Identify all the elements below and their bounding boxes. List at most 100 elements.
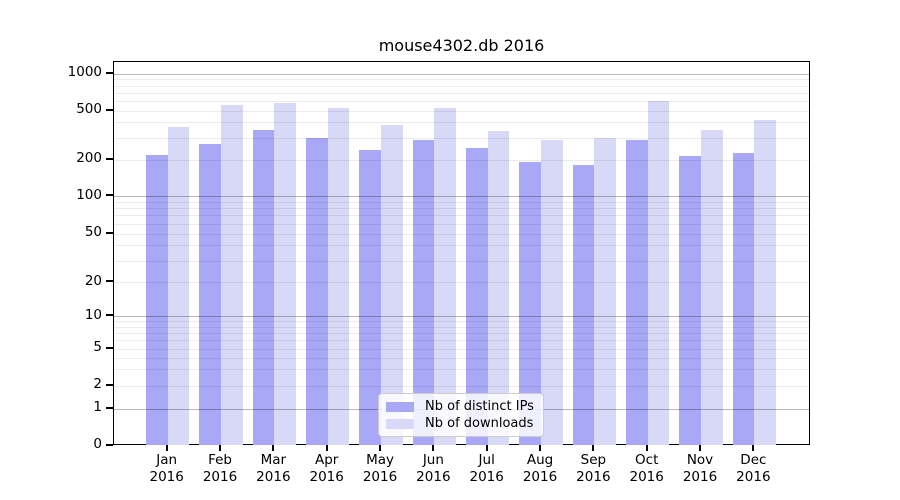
y-axis-tick xyxy=(106,71,113,74)
x-tick-year: 2016 xyxy=(202,468,238,485)
x-tick-year: 2016 xyxy=(469,468,504,485)
y-axis-tick xyxy=(106,406,113,409)
gridline-minor xyxy=(114,110,809,112)
gridline-minor xyxy=(114,79,809,81)
y-axis-tick xyxy=(106,314,113,316)
bar-distinct-ips-aug xyxy=(519,162,542,446)
gridline-minor xyxy=(114,100,809,102)
x-axis-tick xyxy=(592,444,595,451)
bar-distinct-ips-jul xyxy=(466,147,488,446)
bar-distinct-ips-jan xyxy=(146,154,168,446)
gridline-minor xyxy=(114,208,809,210)
y-axis-tick xyxy=(106,231,113,234)
y-axis-tick-label: 50 xyxy=(84,224,102,241)
gridline-minor xyxy=(114,332,809,334)
gridline-minor xyxy=(114,122,809,124)
x-tick-month: Jun xyxy=(422,452,444,468)
x-tick-year: 2016 xyxy=(416,468,451,485)
bar-downloads-may xyxy=(381,125,403,446)
gridline-minor xyxy=(114,223,809,225)
x-axis-tick xyxy=(539,444,542,451)
gridline-minor xyxy=(114,369,809,371)
legend-label-distinct-ips: Nb of distinct IPs xyxy=(425,399,534,414)
legend: Nb of distinct IPs Nb of downloads xyxy=(378,393,544,437)
x-tick-year: 2016 xyxy=(629,468,664,485)
x-axis-tick xyxy=(432,444,435,451)
x-tick-year: 2016 xyxy=(256,468,291,485)
bar-downloads-mar xyxy=(274,102,296,446)
bar-downloads-apr xyxy=(327,108,350,446)
legend-swatch-distinct-ips xyxy=(386,401,414,412)
x-axis-tick xyxy=(219,444,222,451)
x-axis-tick-label: Oct 2016 xyxy=(617,452,677,485)
bar-distinct-ips-dec xyxy=(732,153,755,446)
x-axis-tick-label: Feb 2016 xyxy=(190,452,250,485)
gridline-minor xyxy=(114,357,809,359)
bar-downloads-jan xyxy=(167,126,190,446)
x-tick-month: Oct xyxy=(635,452,659,468)
gridline-minor xyxy=(114,320,809,322)
x-axis-tick-label: Dec 2016 xyxy=(723,452,783,485)
y-axis-tick xyxy=(106,108,113,111)
bar-downloads-feb xyxy=(221,105,243,446)
y-axis-tick xyxy=(106,280,113,282)
bar-downloads-dec xyxy=(754,119,776,446)
gridline-minor xyxy=(114,260,809,262)
x-axis-tick-label: May 2016 xyxy=(350,452,410,485)
x-tick-month: Mar xyxy=(260,452,287,468)
x-tick-month: Nov xyxy=(686,452,714,468)
y-axis-tick-label: 100 xyxy=(76,186,102,203)
gridline-minor xyxy=(114,85,809,87)
x-tick-month: Jul xyxy=(478,452,495,468)
y-axis-tick-label: 5 xyxy=(93,339,102,356)
bar-distinct-ips-may xyxy=(359,149,382,446)
gridline-minor xyxy=(114,326,809,328)
y-axis-tick-label: 20 xyxy=(84,272,102,289)
y-axis-tick-label: 2 xyxy=(93,376,102,393)
y-axis-tick-label: 1 xyxy=(93,399,102,416)
gridline-minor xyxy=(114,92,809,94)
x-axis-tick xyxy=(325,444,328,451)
y-axis-tick xyxy=(106,443,113,446)
x-tick-month: Aug xyxy=(526,452,554,468)
gridline-minor xyxy=(114,340,809,342)
gridline-minor xyxy=(114,385,809,387)
legend-swatch-downloads xyxy=(386,418,414,429)
legend-item-distinct-ips: Nb of distinct IPs xyxy=(386,398,535,415)
x-tick-year: 2016 xyxy=(362,468,398,485)
x-axis-tick-label: Apr 2016 xyxy=(297,452,357,485)
x-axis-tick xyxy=(699,444,702,451)
bar-downloads-sep xyxy=(594,137,616,446)
x-tick-month: Jan xyxy=(156,452,178,468)
gridline-minor xyxy=(114,159,809,161)
gridline-minor xyxy=(114,137,809,139)
bar-distinct-ips-apr xyxy=(306,137,328,446)
x-tick-year: 2016 xyxy=(682,468,718,485)
legend-item-downloads: Nb of downloads xyxy=(386,415,535,432)
bar-downloads-jul xyxy=(487,131,510,446)
x-axis-tick-label: Jan 2016 xyxy=(137,452,197,485)
bar-downloads-jun xyxy=(434,108,456,446)
x-axis-tick-label: Mar 2016 xyxy=(243,452,303,485)
plot-area xyxy=(113,61,810,446)
bar-distinct-ips-oct xyxy=(626,139,648,446)
x-axis-tick-label: Jun 2016 xyxy=(403,452,463,485)
x-tick-year: 2016 xyxy=(736,468,771,485)
x-tick-month: Apr xyxy=(315,452,339,468)
y-axis-tick-label: 500 xyxy=(76,101,102,117)
bar-downloads-oct xyxy=(647,100,670,446)
y-axis-tick-label: 0 xyxy=(93,436,102,452)
gridline-minor xyxy=(114,201,809,203)
x-tick-year: 2016 xyxy=(309,468,344,485)
gridline-minor xyxy=(114,215,809,217)
gridline-minor xyxy=(114,245,809,247)
x-axis-tick xyxy=(379,444,382,451)
x-tick-year: 2016 xyxy=(149,468,184,485)
x-tick-year: 2016 xyxy=(576,468,611,485)
y-axis-tick xyxy=(106,383,113,386)
x-tick-year: 2016 xyxy=(522,468,558,485)
x-axis-tick-label: Nov 2016 xyxy=(670,452,730,485)
y-axis-tick-label: 10 xyxy=(84,306,102,323)
x-axis-tick xyxy=(165,444,168,451)
